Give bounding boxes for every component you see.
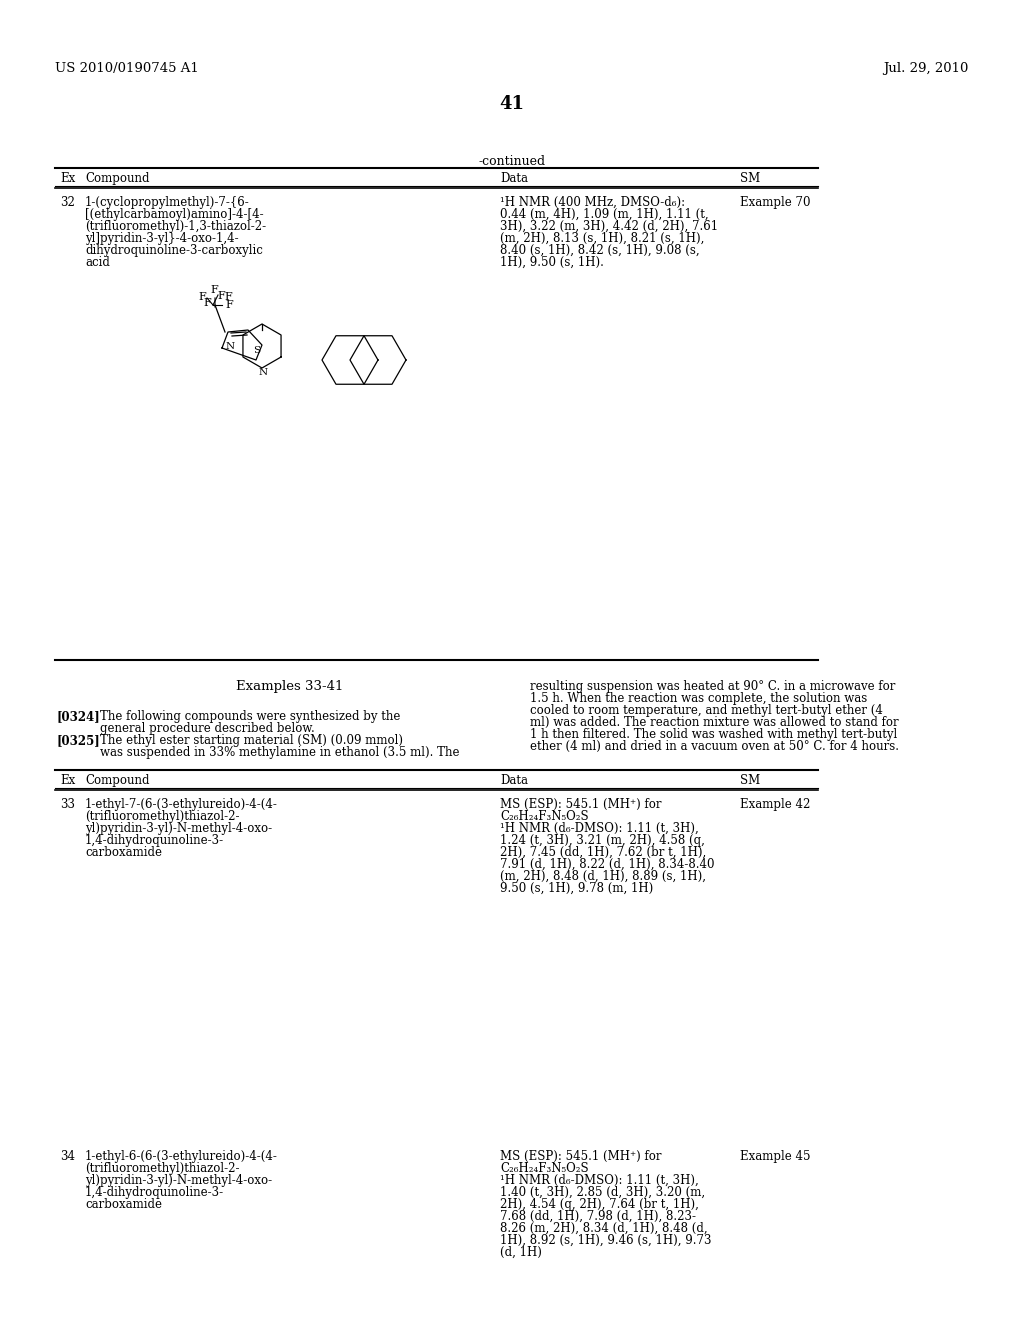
Text: resulting suspension was heated at 90° C. in a microwave for: resulting suspension was heated at 90° C…	[530, 680, 895, 693]
Text: 3H), 3.22 (m, 3H), 4.42 (d, 2H), 7.61: 3H), 3.22 (m, 3H), 4.42 (d, 2H), 7.61	[500, 220, 718, 234]
Text: Example 42: Example 42	[740, 799, 810, 810]
Text: [(ethylcarbamoyl)amino]-4-[4-: [(ethylcarbamoyl)amino]-4-[4-	[85, 209, 263, 220]
Text: carboxamide: carboxamide	[85, 1199, 162, 1210]
Text: ether (4 ml) and dried in a vacuum oven at 50° C. for 4 hours.: ether (4 ml) and dried in a vacuum oven …	[530, 741, 899, 752]
Text: 1,4-dihydroquinoline-3-: 1,4-dihydroquinoline-3-	[85, 1185, 224, 1199]
Text: (trifluoromethyl)-1,3-thiazol-2-: (trifluoromethyl)-1,3-thiazol-2-	[85, 220, 266, 234]
Text: C₂₆H₂₄F₃N₅O₂S: C₂₆H₂₄F₃N₅O₂S	[500, 1162, 589, 1175]
Text: 1 h then filtered. The solid was washed with methyl tert-butyl: 1 h then filtered. The solid was washed …	[530, 729, 897, 741]
Text: F: F	[217, 290, 224, 301]
Text: The following compounds were synthesized by the: The following compounds were synthesized…	[100, 710, 400, 723]
Text: 0.44 (m, 4H), 1.09 (m, 1H), 1.11 (t,: 0.44 (m, 4H), 1.09 (m, 1H), 1.11 (t,	[500, 209, 709, 220]
Text: The ethyl ester starting material (SM) (0.09 mmol): The ethyl ester starting material (SM) (…	[100, 734, 403, 747]
Text: general procedure described below.: general procedure described below.	[100, 722, 314, 735]
Text: 32: 32	[60, 195, 75, 209]
Text: 8.26 (m, 2H), 8.34 (d, 1H), 8.48 (d,: 8.26 (m, 2H), 8.34 (d, 1H), 8.48 (d,	[500, 1222, 708, 1236]
Text: was suspended in 33% methylamine in ethanol (3.5 ml). The: was suspended in 33% methylamine in etha…	[100, 746, 460, 759]
Text: C₂₆H₂₄F₃N₅O₂S: C₂₆H₂₄F₃N₅O₂S	[500, 810, 589, 822]
Text: ¹H NMR (d₆-DMSO): 1.11 (t, 3H),: ¹H NMR (d₆-DMSO): 1.11 (t, 3H),	[500, 822, 698, 836]
Text: [0325]: [0325]	[57, 734, 100, 747]
Text: Ex: Ex	[60, 172, 75, 185]
Text: [0324]: [0324]	[57, 710, 100, 723]
Text: Data: Data	[500, 774, 528, 787]
Text: N: N	[226, 342, 236, 351]
Text: 2H), 4.54 (q, 2H), 7.64 (br t, 1H),: 2H), 4.54 (q, 2H), 7.64 (br t, 1H),	[500, 1199, 698, 1210]
Text: (trifluoromethyl)thiazol-2-: (trifluoromethyl)thiazol-2-	[85, 810, 240, 822]
Text: 1H), 8.92 (s, 1H), 9.46 (s, 1H), 9.73: 1H), 8.92 (s, 1H), 9.46 (s, 1H), 9.73	[500, 1234, 712, 1247]
Text: Example 70: Example 70	[740, 195, 811, 209]
Text: F: F	[224, 292, 231, 302]
Text: (m, 2H), 8.48 (d, 1H), 8.89 (s, 1H),: (m, 2H), 8.48 (d, 1H), 8.89 (s, 1H),	[500, 870, 706, 883]
Text: 2H), 7.45 (dd, 1H), 7.62 (br t, 1H),: 2H), 7.45 (dd, 1H), 7.62 (br t, 1H),	[500, 846, 707, 859]
Text: N: N	[259, 368, 268, 378]
Text: 33: 33	[60, 799, 75, 810]
Text: SM: SM	[740, 774, 760, 787]
Text: 1.24 (t, 3H), 3.21 (m, 2H), 4.58 (q,: 1.24 (t, 3H), 3.21 (m, 2H), 4.58 (q,	[500, 834, 705, 847]
Text: F: F	[203, 298, 211, 308]
Text: 1-ethyl-7-(6-(3-ethylureido)-4-(4-: 1-ethyl-7-(6-(3-ethylureido)-4-(4-	[85, 799, 278, 810]
Text: yl)pyridin-3-yl)-N-methyl-4-oxo-: yl)pyridin-3-yl)-N-methyl-4-oxo-	[85, 822, 272, 836]
Text: 1,4-dihydroquinoline-3-: 1,4-dihydroquinoline-3-	[85, 834, 224, 847]
Text: 1-(cyclopropylmethyl)-7-{6-: 1-(cyclopropylmethyl)-7-{6-	[85, 195, 250, 209]
Text: Compound: Compound	[85, 774, 150, 787]
Text: 9.50 (s, 1H), 9.78 (m, 1H): 9.50 (s, 1H), 9.78 (m, 1H)	[500, 882, 653, 895]
Text: -continued: -continued	[478, 154, 546, 168]
Text: acid: acid	[85, 256, 110, 269]
Text: F: F	[225, 300, 232, 310]
Text: yl)pyridin-3-yl)-N-methyl-4-oxo-: yl)pyridin-3-yl)-N-methyl-4-oxo-	[85, 1173, 272, 1187]
Text: (d, 1H): (d, 1H)	[500, 1246, 542, 1259]
Text: yl]pyridin-3-yl}-4-oxo-1,4-: yl]pyridin-3-yl}-4-oxo-1,4-	[85, 232, 239, 246]
Text: MS (ESP): 545.1 (MH⁺) for: MS (ESP): 545.1 (MH⁺) for	[500, 1150, 662, 1163]
Text: MS (ESP): 545.1 (MH⁺) for: MS (ESP): 545.1 (MH⁺) for	[500, 799, 662, 810]
Text: 8.40 (s, 1H), 8.42 (s, 1H), 9.08 (s,: 8.40 (s, 1H), 8.42 (s, 1H), 9.08 (s,	[500, 244, 699, 257]
Text: 1H), 9.50 (s, 1H).: 1H), 9.50 (s, 1H).	[500, 256, 604, 269]
Text: S: S	[253, 346, 260, 355]
Text: Jul. 29, 2010: Jul. 29, 2010	[884, 62, 969, 75]
Text: F: F	[198, 292, 206, 302]
Text: ¹H NMR (400 MHz, DMSO-d₆):: ¹H NMR (400 MHz, DMSO-d₆):	[500, 195, 685, 209]
Text: US 2010/0190745 A1: US 2010/0190745 A1	[55, 62, 199, 75]
Text: 7.91 (d, 1H), 8.22 (d, 1H), 8.34-8.40: 7.91 (d, 1H), 8.22 (d, 1H), 8.34-8.40	[500, 858, 715, 871]
Text: 1-ethyl-6-(6-(3-ethylureido)-4-(4-: 1-ethyl-6-(6-(3-ethylureido)-4-(4-	[85, 1150, 278, 1163]
Text: 1.40 (t, 3H), 2.85 (d, 3H), 3.20 (m,: 1.40 (t, 3H), 2.85 (d, 3H), 3.20 (m,	[500, 1185, 706, 1199]
Text: 41: 41	[500, 95, 524, 114]
Text: ml) was added. The reaction mixture was allowed to stand for: ml) was added. The reaction mixture was …	[530, 715, 899, 729]
Text: Example 45: Example 45	[740, 1150, 811, 1163]
Text: Data: Data	[500, 172, 528, 185]
Text: SM: SM	[740, 172, 760, 185]
Text: carboxamide: carboxamide	[85, 846, 162, 859]
Text: ¹H NMR (d₆-DMSO): 1.11 (t, 3H),: ¹H NMR (d₆-DMSO): 1.11 (t, 3H),	[500, 1173, 698, 1187]
Text: 34: 34	[60, 1150, 75, 1163]
Text: dihydroquinoline-3-carboxylic: dihydroquinoline-3-carboxylic	[85, 244, 263, 257]
Text: Ex: Ex	[60, 774, 75, 787]
Text: (trifluoromethyl)thiazol-2-: (trifluoromethyl)thiazol-2-	[85, 1162, 240, 1175]
Text: Compound: Compound	[85, 172, 150, 185]
Text: (m, 2H), 8.13 (s, 1H), 8.21 (s, 1H),: (m, 2H), 8.13 (s, 1H), 8.21 (s, 1H),	[500, 232, 705, 246]
Text: F: F	[210, 285, 218, 294]
Text: cooled to room temperature, and methyl tert-butyl ether (4: cooled to room temperature, and methyl t…	[530, 704, 883, 717]
Text: 7.68 (dd, 1H), 7.98 (d, 1H), 8.23-: 7.68 (dd, 1H), 7.98 (d, 1H), 8.23-	[500, 1210, 696, 1224]
Text: 1.5 h. When the reaction was complete, the solution was: 1.5 h. When the reaction was complete, t…	[530, 692, 867, 705]
Text: Examples 33-41: Examples 33-41	[237, 680, 344, 693]
